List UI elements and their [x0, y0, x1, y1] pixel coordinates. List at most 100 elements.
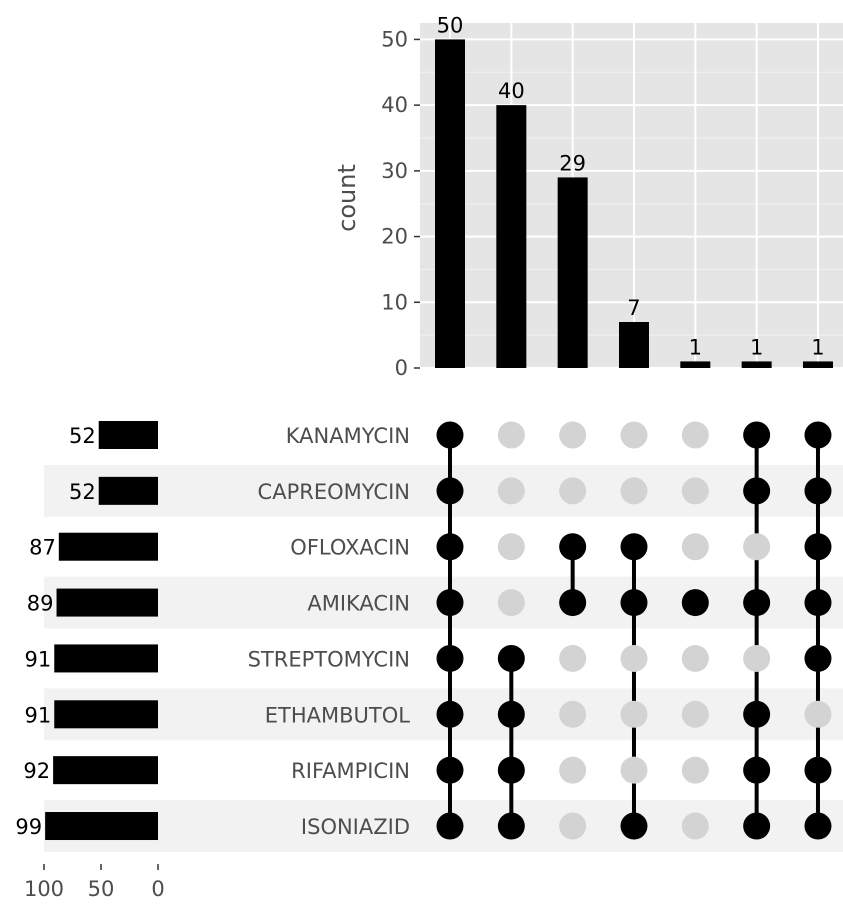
- y-tick-label: 0: [395, 356, 408, 380]
- set-name-label: RIFAMPICIN: [291, 759, 410, 783]
- membership-dot-active: [681, 589, 709, 617]
- membership-dot-inactive: [497, 477, 525, 505]
- set-name-label: OFLOXACIN: [290, 536, 410, 560]
- y-tick-label: 20: [381, 225, 408, 249]
- membership-dot-active: [559, 533, 587, 561]
- set-size-bar: [54, 644, 159, 673]
- membership-dot-active: [436, 477, 464, 505]
- intersection-bar: [557, 177, 588, 368]
- intersection-count-label: 1: [750, 335, 763, 359]
- y-axis-title: count: [333, 164, 361, 232]
- membership-dot-active: [436, 700, 464, 728]
- set-size-bar: [56, 588, 158, 617]
- set-name-label: AMIKACIN: [307, 592, 410, 616]
- set-size-label: 91: [25, 647, 52, 671]
- set-name-label: STREPTOMYCIN: [248, 647, 410, 671]
- membership-dot-active: [804, 644, 832, 672]
- intersection-count-label: 50: [437, 13, 464, 37]
- set-name-label: CAPREOMYCIN: [258, 480, 410, 504]
- membership-dot-active: [743, 477, 771, 505]
- intersection-bar: [741, 361, 772, 368]
- y-tick-label: 10: [381, 290, 408, 314]
- intersection-bar: [496, 105, 527, 369]
- membership-dot-inactive: [620, 700, 648, 728]
- membership-dot-inactive: [620, 477, 648, 505]
- membership-dot-inactive: [559, 644, 587, 672]
- set-size-axis: 100 50 0: [24, 864, 165, 901]
- membership-dot-inactive: [681, 477, 709, 505]
- y-axis: 0 10 20 30 40 50: [381, 27, 420, 380]
- membership-matrix: [436, 421, 832, 840]
- intersection-panel: [420, 23, 843, 369]
- membership-dot-inactive: [497, 421, 525, 449]
- membership-dot-inactive: [743, 644, 771, 672]
- matrix-stripes: [44, 464, 843, 852]
- membership-dot-inactive: [681, 421, 709, 449]
- membership-dot-inactive: [559, 477, 587, 505]
- set-size-label: 99: [15, 815, 42, 839]
- membership-dot-active: [620, 812, 648, 840]
- membership-dot-active: [436, 589, 464, 617]
- intersection-count-label: 40: [498, 79, 525, 103]
- membership-dot-active: [743, 421, 771, 449]
- set-size-bars: 52 52 87 89 91 91 92 99: [15, 421, 159, 841]
- set-size-bar: [54, 700, 159, 729]
- membership-dot-active: [436, 421, 464, 449]
- membership-dot-active: [620, 589, 648, 617]
- membership-dot-inactive: [559, 812, 587, 840]
- membership-dot-inactive: [497, 589, 525, 617]
- membership-dot-active: [436, 812, 464, 840]
- membership-dot-active: [559, 589, 587, 617]
- set-size-bar: [45, 812, 158, 841]
- membership-dot-inactive: [681, 700, 709, 728]
- membership-dot-inactive: [681, 644, 709, 672]
- set-size-label: 92: [23, 759, 50, 783]
- panel-background: [420, 23, 843, 368]
- set-name-label: ISONIAZID: [301, 815, 410, 839]
- membership-dot-active: [804, 533, 832, 561]
- set-size-label: 52: [69, 480, 96, 504]
- intersection-bar: [435, 39, 465, 369]
- intersection-bars: 50 40 29 7 1 1 1: [435, 13, 833, 369]
- membership-dot-active: [620, 533, 648, 561]
- membership-dot-active: [436, 644, 464, 672]
- membership-dot-active: [743, 812, 771, 840]
- set-size-label: 87: [29, 536, 56, 560]
- intersection-count-label: 7: [627, 296, 640, 320]
- y-tick-label: 30: [381, 159, 408, 183]
- y-tick-label: 40: [381, 93, 408, 117]
- set-size-label: 89: [27, 592, 54, 616]
- set-size-tick-label: 100: [24, 877, 64, 901]
- membership-dot-inactive: [620, 421, 648, 449]
- membership-dot-active: [497, 644, 525, 672]
- set-name-label: ETHAMBUTOL: [265, 703, 411, 727]
- membership-dot-inactive: [681, 756, 709, 784]
- membership-dot-inactive: [743, 533, 771, 561]
- membership-dot-active: [436, 756, 464, 784]
- set-names: KANAMYCIN CAPREOMYCIN OFLOXACIN AMIKACIN STR…: [248, 424, 411, 839]
- membership-dot-inactive: [681, 812, 709, 840]
- intersection-bar: [680, 361, 711, 368]
- membership-dot-active: [804, 589, 832, 617]
- membership-dot-active: [497, 812, 525, 840]
- set-size-label: 52: [69, 424, 96, 448]
- set-name-label: KANAMYCIN: [286, 424, 410, 448]
- intersection-count-label: 1: [811, 335, 824, 359]
- membership-dot-inactive: [559, 700, 587, 728]
- membership-dot-inactive: [804, 700, 832, 728]
- membership-dot-active: [497, 756, 525, 784]
- set-size-bar: [58, 532, 158, 561]
- membership-dot-active: [804, 421, 832, 449]
- membership-dot-active: [743, 700, 771, 728]
- set-size-bar: [53, 756, 159, 785]
- intersection-count-label: 1: [689, 335, 702, 359]
- membership-dot-active: [497, 700, 525, 728]
- membership-dot-inactive: [497, 533, 525, 561]
- set-size-tick-label: 0: [151, 877, 164, 901]
- membership-dot-inactive: [559, 421, 587, 449]
- intersection-bar: [802, 361, 833, 368]
- set-size-bar: [98, 476, 158, 505]
- membership-dot-inactive: [620, 644, 648, 672]
- intersection-count-label: 29: [559, 151, 586, 175]
